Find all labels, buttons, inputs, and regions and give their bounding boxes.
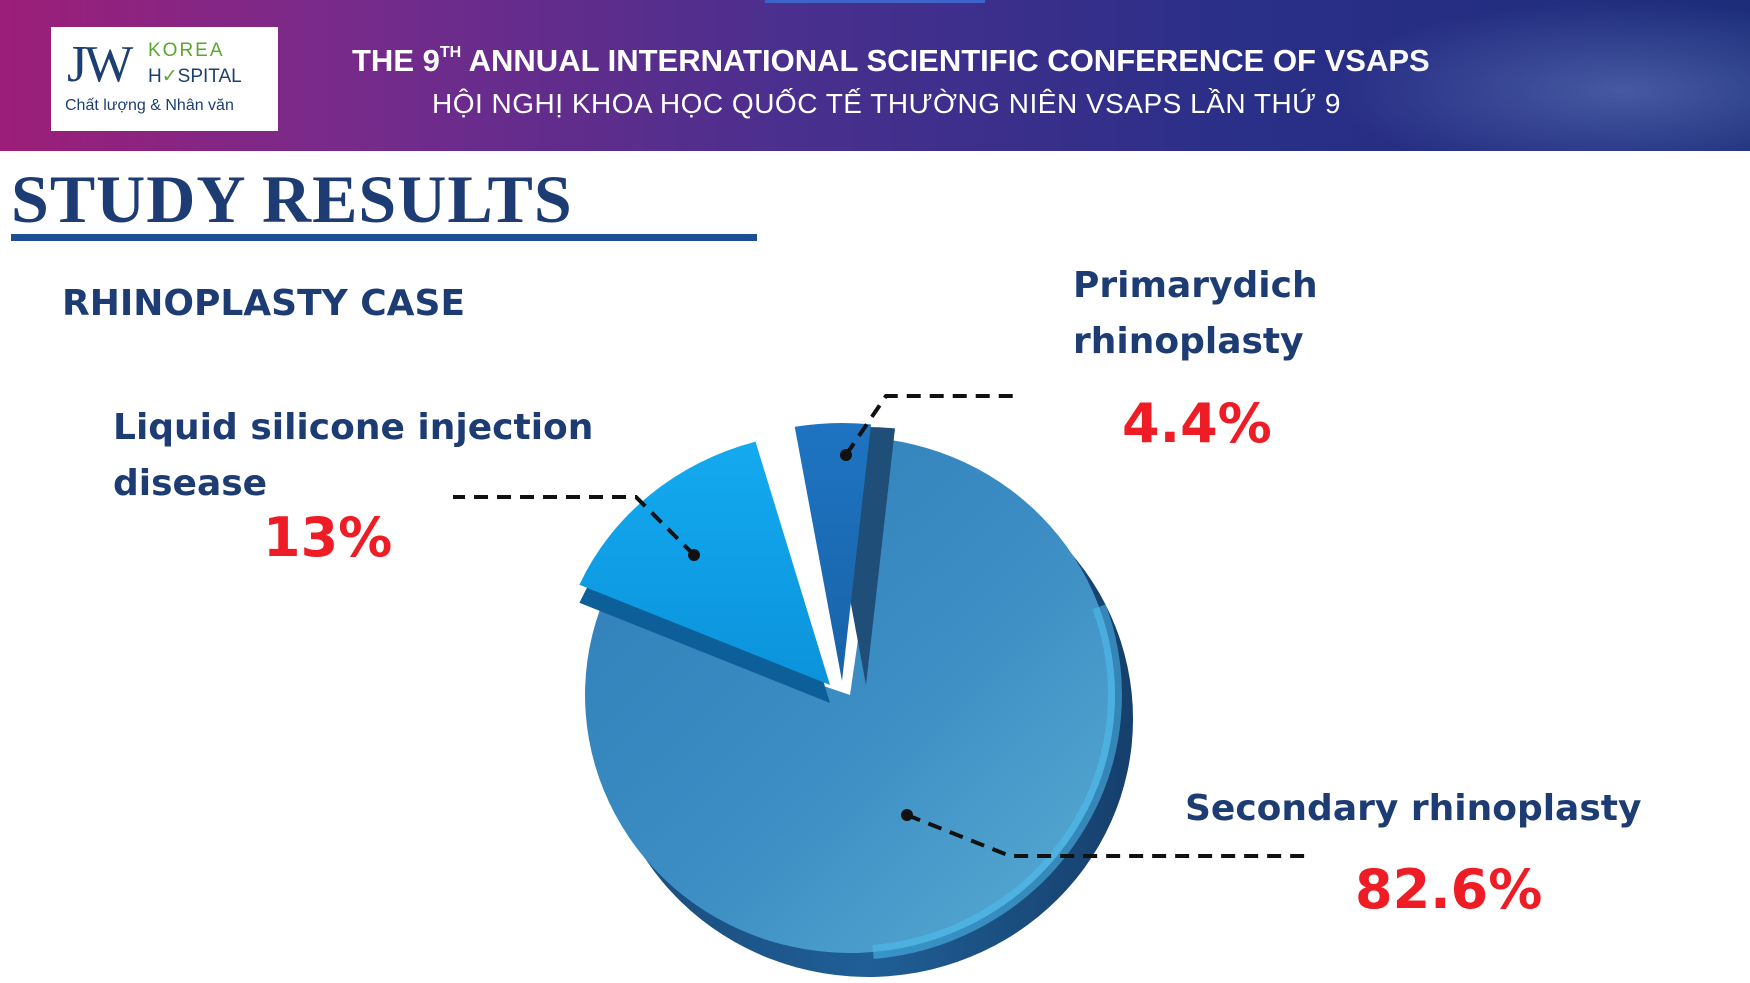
slice-secondary: [585, 439, 1116, 953]
logo-line-hospital: H✓SPITAL: [148, 65, 242, 88]
conference-title-en-pre: THE 9: [352, 43, 440, 78]
slice-primary: [794, 422, 871, 681]
label-liquid: Liquid silicone injection disease: [113, 400, 593, 512]
leader-dot-liquid: [688, 549, 700, 561]
value-primary: 4.4%: [1122, 392, 1272, 455]
pie-slices: [579, 422, 1134, 977]
leader-dot-secondary: [901, 809, 913, 821]
section-title: STUDY RESULTS: [11, 161, 573, 237]
label-primary: Primarydich rhinoplasty: [1073, 258, 1318, 370]
label-primary-line1: Primarydich: [1073, 265, 1318, 306]
conference-title-en: THE 9TH ANNUAL INTERNATIONAL SCIENTIFIC …: [352, 43, 1532, 79]
conference-title-vi: HỘI NGHỊ KHOA HỌC QUỐC TẾ THƯỜNG NIÊN VS…: [432, 88, 1341, 119]
conference-title-en-sup: TH: [439, 44, 462, 61]
logo-hospital-rest: SPITAL: [177, 66, 242, 87]
chart-title: RHINOPLASTY CASE: [62, 283, 466, 324]
leader-dot-primary: [840, 449, 852, 461]
conference-title-en-post: ANNUAL INTERNATIONAL SCIENTIFIC CONFEREN…: [461, 43, 1430, 78]
slice-secondary-rim: [872, 604, 1122, 959]
value-liquid: 13%: [263, 506, 393, 569]
leader-liquid: [453, 495, 696, 557]
leader-secondary: [906, 813, 1305, 858]
label-liquid-line2: disease: [113, 463, 268, 504]
leader-lines: [453, 394, 1305, 858]
hospital-logo: JW KOREA H✓SPITAL Chất lượng & Nhân văn: [51, 27, 278, 131]
label-secondary-line1: Secondary rhinoplasty: [1185, 788, 1642, 829]
logo-hospital-h: H: [148, 66, 162, 87]
header-banner: JW KOREA H✓SPITAL Chất lượng & Nhân văn …: [0, 0, 1750, 151]
logo-brand: JW: [67, 36, 133, 93]
value-secondary: 82.6%: [1355, 858, 1543, 921]
label-primary-line2: rhinoplasty: [1073, 321, 1304, 362]
leader-primary: [844, 394, 1015, 457]
label-secondary: Secondary rhinoplasty: [1185, 781, 1641, 837]
label-liquid-line1: Liquid silicone injection: [113, 407, 594, 448]
check-icon: ✓: [161, 66, 178, 87]
logo-line-korea: KOREA: [148, 40, 225, 61]
logo-tagline: Chất lượng & Nhân văn: [65, 97, 234, 114]
banner-accent-bar: [765, 0, 985, 3]
section-title-underline: [11, 234, 757, 241]
